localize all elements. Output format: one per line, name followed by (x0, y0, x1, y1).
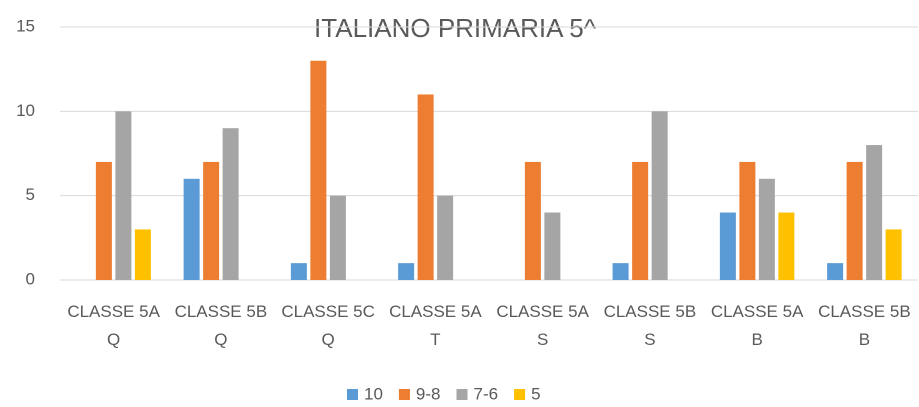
bar (739, 161, 756, 280)
legend-swatch (456, 389, 468, 400)
bar (329, 195, 346, 280)
y-tick-label: 15 (16, 16, 35, 35)
x-tick-label: CLASSE 5B S (603, 302, 697, 349)
legend-label: 5 (531, 384, 540, 403)
bar (115, 111, 132, 280)
y-tick-label: 5 (26, 185, 35, 204)
bar (203, 161, 220, 280)
chart-title: ITALIANO PRIMARIA 5^ (314, 13, 597, 43)
bar (885, 229, 902, 280)
bar (758, 178, 775, 280)
x-tick-label: CLASSE 5C Q (281, 302, 375, 349)
x-tick-label: CLASSE 5A Q (67, 302, 160, 349)
legend-label: 7-6 (474, 384, 499, 403)
x-tick-label: CLASSE 5A B (710, 302, 804, 349)
y-tick-label: 10 (16, 101, 35, 120)
bar (437, 195, 454, 280)
bar (290, 263, 307, 280)
bar (827, 263, 844, 280)
x-tick-label: CLASSE 5A S (496, 302, 589, 349)
bar (524, 161, 541, 280)
bar (866, 145, 883, 280)
bar (778, 212, 795, 280)
legend-label: 10 (364, 384, 383, 403)
bar (651, 111, 668, 280)
legend-swatch (514, 389, 526, 400)
x-tick-label: CLASSE 5B B (818, 302, 911, 349)
bar (544, 212, 561, 280)
x-tick-label: CLASSE 5B Q (174, 302, 268, 349)
bar (222, 128, 239, 280)
y-tick-label: 0 (26, 269, 35, 288)
bar (719, 212, 736, 280)
legend-swatch (398, 389, 410, 400)
bar (134, 229, 151, 280)
bar (95, 161, 112, 280)
bar (632, 161, 649, 280)
bar (183, 178, 200, 280)
bar (612, 263, 629, 280)
legend-label: 9-8 (416, 384, 441, 403)
bar (417, 94, 434, 280)
bar (398, 263, 415, 280)
x-tick-label: CLASSE 5A T (389, 302, 482, 349)
bar (310, 60, 327, 280)
bar (846, 161, 863, 280)
legend-swatch (347, 389, 358, 400)
